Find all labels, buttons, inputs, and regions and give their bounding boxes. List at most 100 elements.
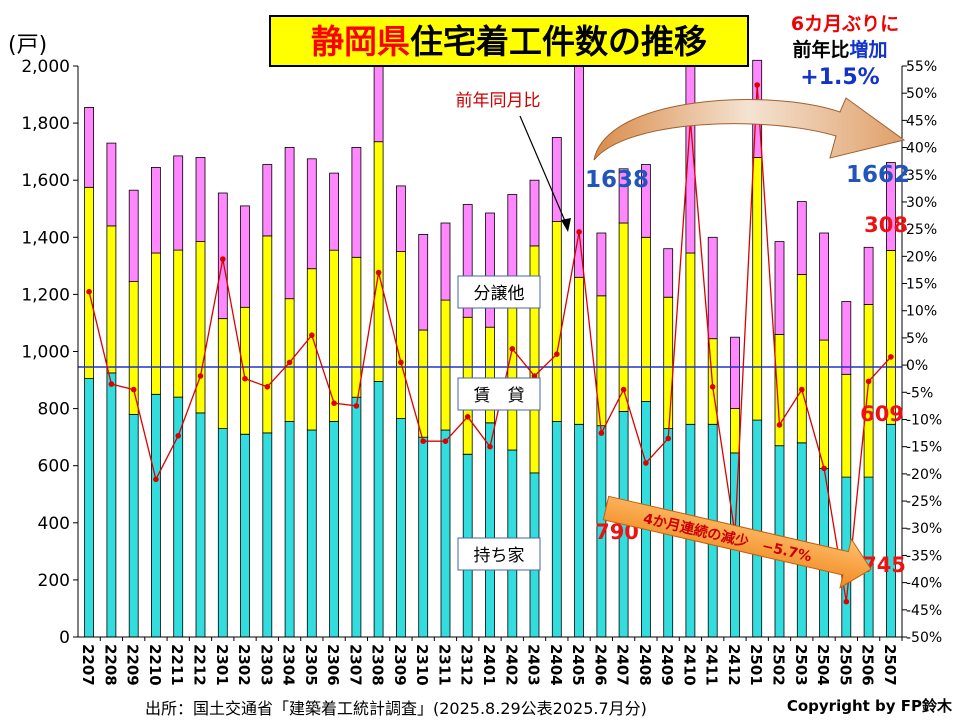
- yoy-point-2304: [286, 359, 293, 366]
- bar-mochiie-2306: [329, 420, 340, 638]
- bar-bunjo-2309: [395, 185, 406, 252]
- x-tick-label: 2404: [547, 644, 565, 686]
- bar-mochiie-2310: [418, 436, 429, 638]
- source-note: 出所：国土交通省「建築着工統計調査」(2025.8.29公表2025.7月分): [145, 699, 647, 718]
- y-tick-label: 1,800: [21, 114, 70, 134]
- y2-tick-label: 30%: [906, 195, 937, 211]
- yoy-point-2312: [464, 414, 471, 420]
- x-tick-label: 2309: [391, 644, 409, 686]
- bar-bunjo-2301: [217, 192, 228, 319]
- bar-mochiie-2311: [440, 429, 451, 638]
- yoy-point-2306: [331, 400, 337, 407]
- mochiie-label-box: [457, 537, 541, 571]
- x-tick-label: 2504: [814, 644, 832, 686]
- chintai-label-box: [457, 377, 541, 411]
- x-tick-label: 2208: [101, 644, 119, 686]
- bar-bunjo-2401: [485, 212, 495, 328]
- bar-mochiie-2212: [195, 412, 206, 638]
- yoy-point-2405: [576, 229, 582, 235]
- x-tick-layer: 2207 2208 2209 2210 2211 2212 2301 2302 2303 2304…: [79, 637, 903, 686]
- bar-bunjo-2312: [462, 204, 473, 318]
- bar-bunjo-2311: [440, 222, 451, 301]
- x-tick-label: 2308: [369, 644, 387, 686]
- x-tick-label: 2406: [591, 644, 609, 686]
- x-tick-label: 2506: [859, 644, 877, 686]
- yoy-point-2208: [108, 381, 115, 387]
- bar-chintai-2302: [240, 306, 250, 435]
- x-tick-label: 2302: [235, 644, 253, 686]
- bar-bunjo-2307: [351, 146, 362, 258]
- bar-chintai-2501: [752, 156, 763, 421]
- yoy-point-2401: [487, 443, 493, 450]
- bar-chintai-2303: [262, 235, 273, 434]
- bunjo-label-box: [457, 275, 541, 309]
- bar-bunjo-2209: [128, 189, 139, 282]
- yoy-point-2302: [242, 375, 248, 382]
- bar-mochiie-2209: [128, 413, 139, 638]
- y2-tick-label: 55%: [906, 59, 937, 75]
- unit-label: (戸): [8, 33, 47, 58]
- bar-chintai-2407: [618, 222, 629, 412]
- x-tick-label: 2502: [770, 644, 788, 686]
- x-tick-label: 2307: [346, 644, 364, 686]
- notice-line1: 6カ月ぶりに: [791, 13, 899, 35]
- y2-tick-label: 45%: [906, 113, 937, 129]
- y-tick-label: 1,600: [21, 171, 70, 191]
- bar-bunjo-2404: [551, 136, 562, 222]
- callout-1662: 1662: [846, 162, 910, 188]
- title-box: [269, 15, 749, 67]
- yoy-point-2305: [309, 332, 315, 339]
- yoy-point-2310: [420, 438, 427, 445]
- y-tick-label: 1,200: [21, 285, 70, 305]
- callout-1638: 1638: [585, 167, 649, 193]
- x-tick-label: 2503: [792, 644, 810, 686]
- y2-tick-label: -20%: [906, 467, 942, 483]
- y2-tick-label: -35%: [906, 548, 942, 564]
- bar-chintai-2307: [351, 256, 362, 398]
- yoy-point-2507: [888, 354, 894, 360]
- x-tick-label: 2411: [703, 644, 721, 686]
- yoy-point-2311: [442, 438, 449, 445]
- yoy-point-2409: [665, 435, 671, 442]
- bar-mochiie-2501: [752, 419, 763, 638]
- bar-chintai-2306: [329, 249, 340, 422]
- x-tick-label: 2505: [836, 644, 854, 686]
- bar-bunjo-2505: [841, 301, 852, 375]
- copyright: Copyright by FP鈴木: [787, 697, 953, 715]
- bar-mochiie-2401: [485, 422, 495, 638]
- yoy-point-2307: [353, 403, 360, 409]
- bunjo-label: 分譲他: [474, 284, 525, 304]
- bar-bunjo-2408: [641, 164, 651, 238]
- yoy-point-2303: [264, 384, 271, 390]
- x-tick-label: 2211: [168, 644, 186, 686]
- x-tick-label: 2408: [636, 644, 654, 686]
- yoy-point-2308: [375, 269, 382, 276]
- x-tick-label: 2403: [525, 644, 543, 686]
- bar-chintai-2507: [886, 249, 896, 425]
- bar-bunjo-2507: [886, 162, 896, 251]
- yoy-point-2207: [86, 288, 92, 295]
- yoy-point-2503: [799, 386, 805, 393]
- x-tick-label: 2410: [680, 644, 698, 686]
- bar-chintai-2405: [574, 276, 584, 425]
- yoy-point-2301: [220, 256, 226, 262]
- y2-tick-label: 20%: [906, 249, 937, 265]
- x-tick-label: 2301: [213, 644, 231, 686]
- x-tick-label: 2405: [569, 644, 587, 686]
- bar-bunjo-2506: [863, 246, 874, 305]
- bar-bunjo-2403: [529, 179, 540, 247]
- bar-mochiie-2308: [373, 381, 384, 638]
- chart-title-region: 静岡県: [311, 22, 410, 61]
- yoy-point-2501: [754, 82, 760, 88]
- bar-bunjo-2406: [596, 232, 607, 297]
- bar-mochiie-2208: [106, 372, 117, 638]
- notice-line2: 前年比増加: [792, 38, 887, 61]
- bar-chintai-2308: [373, 141, 384, 382]
- decline-arrow-shape: [602, 495, 872, 589]
- yoy-point-2502: [776, 422, 783, 428]
- x-tick-label: 2303: [257, 644, 275, 686]
- bar-bunjo-2502: [774, 241, 785, 335]
- y2-tick-label: 15%: [906, 277, 937, 293]
- bar-bunjo-2208: [106, 142, 117, 227]
